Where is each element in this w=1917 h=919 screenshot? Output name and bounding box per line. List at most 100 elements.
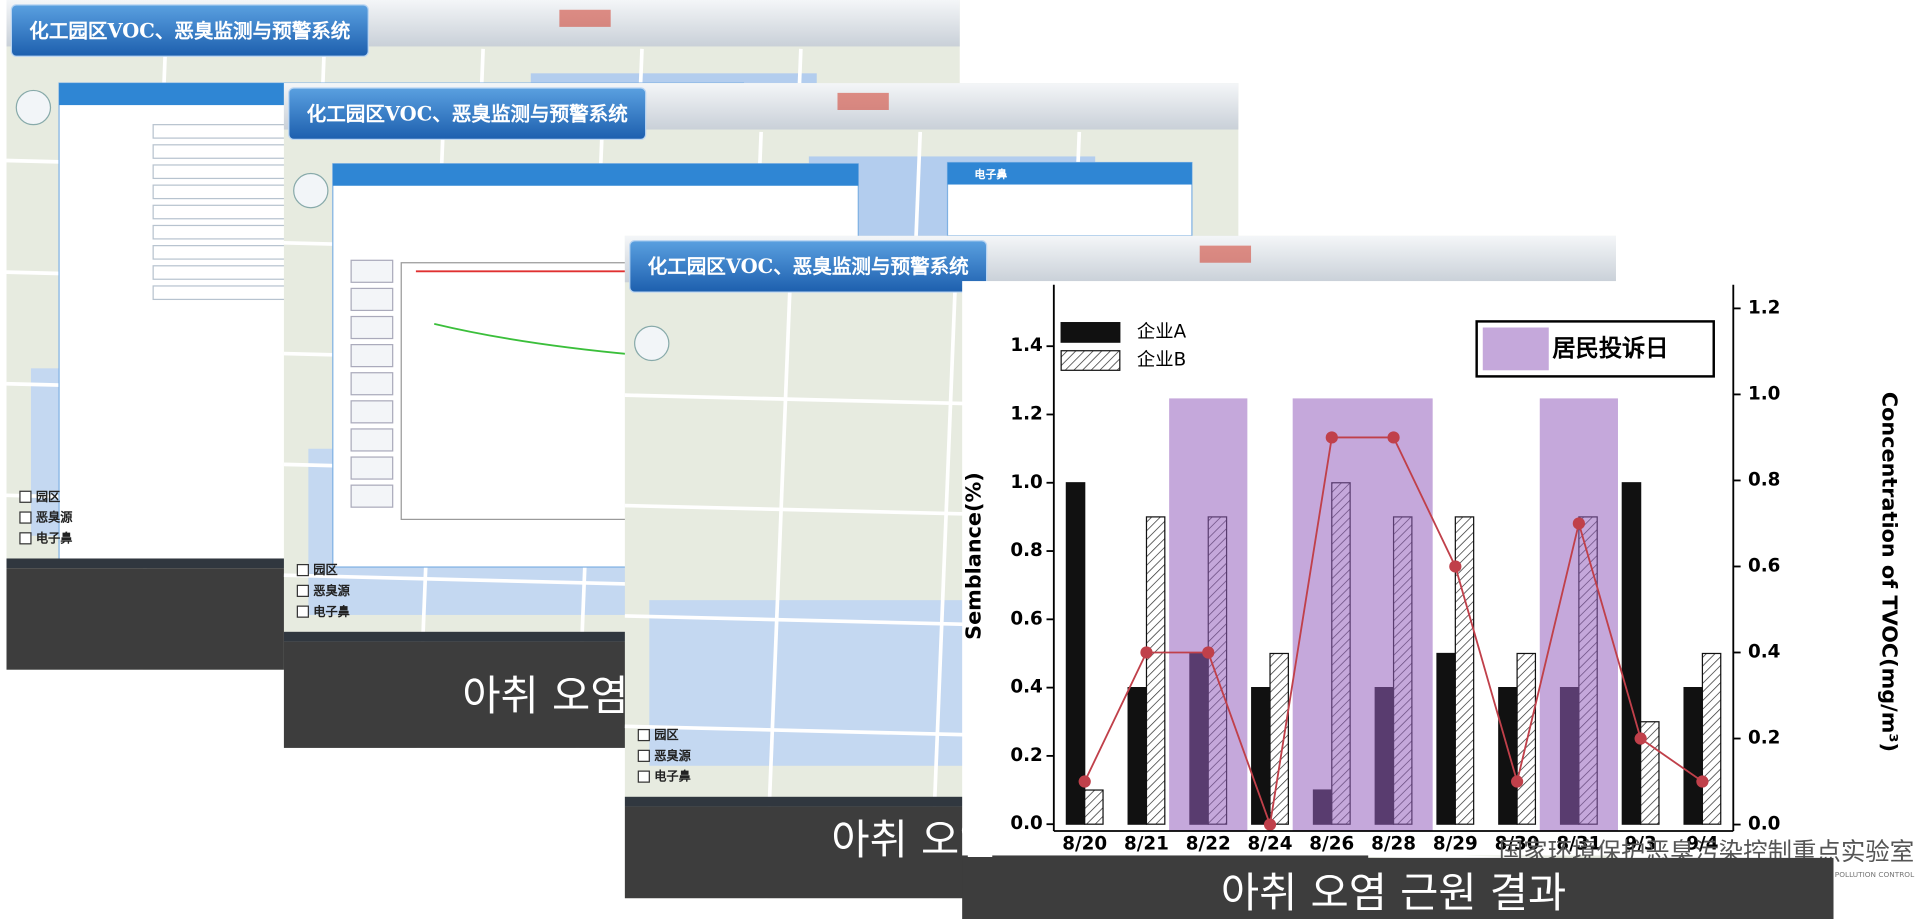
popup-title: 电子鼻 [974,167,1007,181]
bar [1145,516,1166,825]
y-tick-label: 0.2 [1010,745,1042,766]
y2-tick-label: 1.2 [1748,297,1780,318]
bar [1516,652,1537,825]
layer-label: 电子鼻 [313,604,350,619]
legend-swatch [1060,322,1121,343]
line-marker [1387,431,1400,444]
toolbar-icons [559,9,611,27]
line-marker [1634,732,1647,745]
popup-head [947,162,1192,185]
x-tick-label: 8/29 [1433,833,1478,854]
line-marker [1325,431,1338,444]
x-tick-label: 8/30 [1495,833,1540,854]
layer-label: 电子鼻 [654,769,691,784]
y-tick-label: 1.2 [1010,403,1042,424]
x-tick-label: 8/28 [1371,833,1416,854]
y-tick-label: 0.6 [1010,608,1042,629]
pollutant-button [350,428,394,452]
pollutant-button [350,259,394,283]
x-tick-label: 9/4 [1686,833,1718,854]
bar [1498,687,1518,825]
pollutant-button [350,287,394,312]
highlight-band [1169,398,1248,832]
x-tick-label: 8/31 [1556,833,1601,854]
bar [1251,687,1271,825]
line-marker [1572,517,1585,530]
layer-label: 电子鼻 [36,530,73,545]
caption-box [962,857,1834,919]
x-tick-label: 8/20 [1062,833,1107,854]
line-marker [1078,775,1091,788]
pollutant-button [350,456,394,480]
y-tick-label: 0.8 [1010,540,1042,561]
x-tick-label: 8/24 [1248,833,1293,854]
layer-checkbox [637,728,650,742]
bar [1269,652,1289,825]
y-tick-label: 0.4 [1010,677,1042,698]
bar [1683,687,1704,825]
y-tick-label: 1.0 [1010,472,1042,493]
legend-label: 企业A [1137,321,1187,342]
layer-checkbox [19,532,32,545]
caption: 아취 오염 근원 결과 [1221,868,1566,917]
line-marker [1696,775,1709,788]
toolbar-icons [1199,245,1252,263]
layer-checkbox [19,490,32,503]
bar [1454,516,1475,825]
y2-axis-label: Concentration of TVOC(mg/m³) [1877,392,1901,752]
layer-label: 园区 [36,490,60,504]
legend-label: 居民投诉日 [1552,335,1668,362]
map-nav [15,89,52,126]
layer-checkbox [637,749,650,762]
map-road [763,284,792,899]
y2-tick-label: 0.6 [1748,555,1780,576]
caption: 아취 오염 [462,671,628,720]
legend-swatch [1060,350,1121,371]
map-road [928,284,958,899]
dialog-head [332,163,859,186]
bar [1436,652,1456,825]
system-title: 化工园区VOC、恶臭监测与预警系统 [307,102,629,125]
layer-checkbox [637,770,650,783]
y2-tick-label: 1.0 [1748,383,1780,404]
line-marker [1449,560,1462,573]
y2-tick-label: 0.8 [1748,469,1780,490]
layer-checkbox [296,563,309,577]
layer-label: 园区 [654,728,678,742]
layer-label: 恶臭源 [36,510,73,525]
title-plate [10,4,369,57]
y-tick-label: 1.4 [1010,335,1042,356]
y-tick-label: 0.0 [1010,813,1042,834]
bar [1065,482,1086,825]
line-marker [1510,775,1524,788]
pollutant-button [350,372,394,396]
pollutant-button [350,400,394,424]
legend-label: 企业B [1137,350,1186,371]
x-tick-label: 8/21 [1124,833,1169,854]
y-axis-label: Semblance(%) [961,472,985,640]
x-tick-label: 9/3 [1625,833,1657,854]
x-tick-label: 8/22 [1186,833,1231,854]
system-title: 化工园区VOC、恶臭监测与预警系统 [29,19,351,42]
layer-label: 园区 [313,563,337,577]
bar [1084,789,1104,825]
y2-tick-label: 0.0 [1748,814,1780,835]
bar [1701,652,1722,825]
pollutant-button [350,344,394,368]
line-marker [1202,646,1215,659]
title-plate [288,87,647,140]
legend-swatch [1482,327,1549,371]
line-marker [1263,818,1277,831]
y2-tick-label: 0.4 [1748,642,1780,663]
highlight-band [1292,398,1433,832]
line-marker [1140,646,1153,659]
pollutant-button [350,484,394,508]
bar [1127,687,1148,825]
toolbar-icons [837,92,889,110]
layer-label: 恶臭源 [313,583,350,598]
title-plate [629,240,988,293]
map-nav [634,325,670,362]
x-tick-label: 8/26 [1309,833,1354,854]
layer-checkbox [19,511,32,524]
